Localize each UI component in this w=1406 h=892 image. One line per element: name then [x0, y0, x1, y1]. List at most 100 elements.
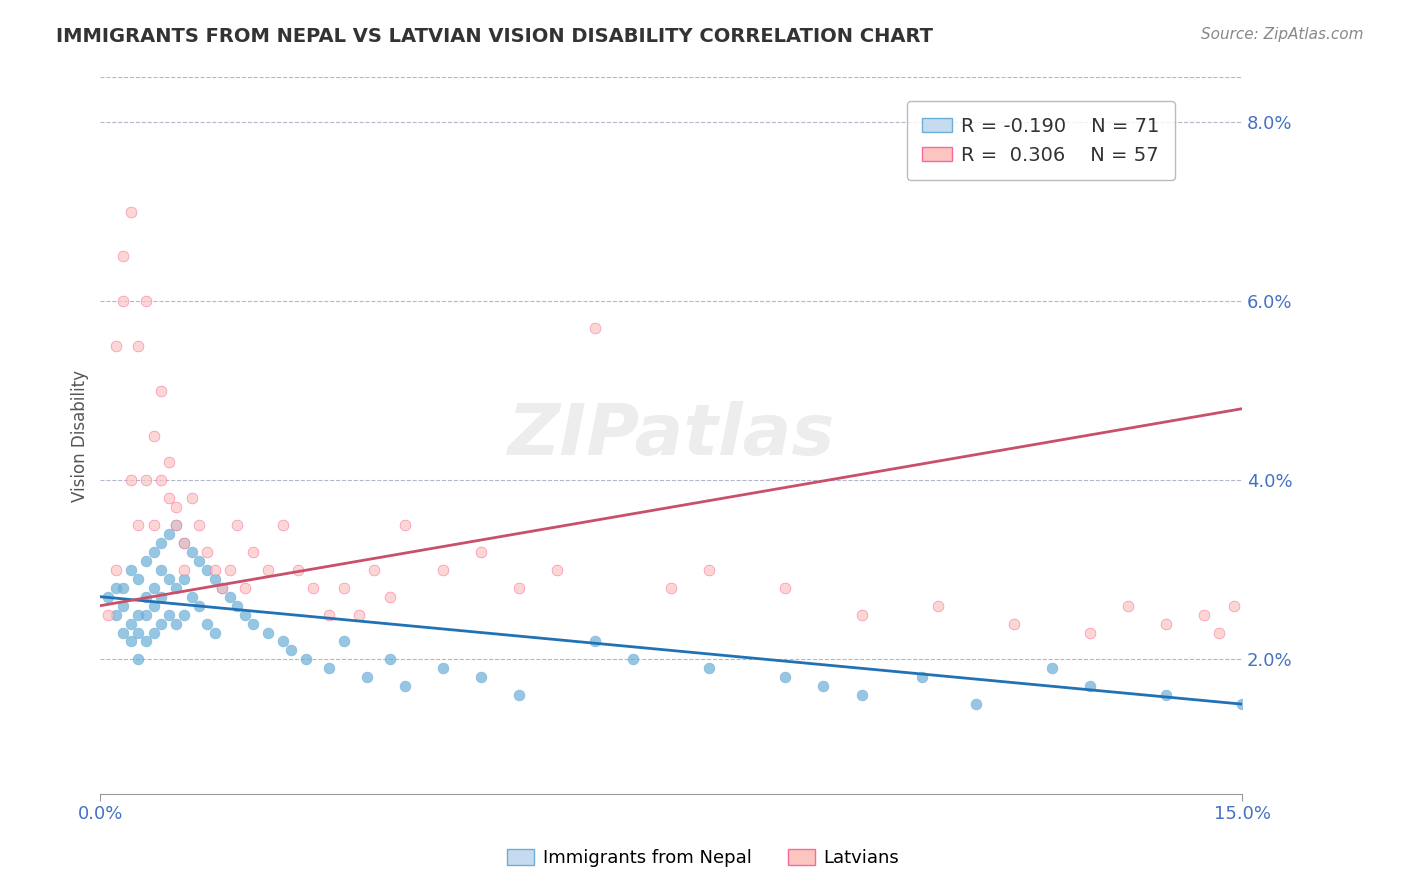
Point: [1192, 607, 1215, 622]
Point: [120, 616, 142, 631]
Point: [173, 607, 195, 622]
Point: [142, 599, 165, 613]
Point: [120, 563, 142, 577]
Legend: R = -0.190    N = 71, R =  0.306    N = 57: R = -0.190 N = 71, R = 0.306 N = 57: [907, 102, 1175, 180]
Point: [1223, 599, 1246, 613]
Point: [173, 572, 195, 586]
Point: [256, 563, 278, 577]
Point: [1078, 625, 1101, 640]
Point: [851, 607, 873, 622]
Point: [218, 563, 240, 577]
Point: [432, 661, 454, 675]
Point: [378, 652, 401, 666]
Point: [470, 670, 492, 684]
Point: [965, 697, 987, 711]
Point: [166, 500, 188, 515]
Point: [112, 250, 135, 264]
Point: [621, 652, 644, 666]
Text: Source: ZipAtlas.com: Source: ZipAtlas.com: [1201, 27, 1364, 42]
Point: [97, 590, 120, 604]
Point: [150, 384, 173, 398]
Point: [1230, 697, 1253, 711]
Point: [127, 518, 149, 533]
Point: [347, 607, 370, 622]
Point: [1154, 616, 1177, 631]
Point: [142, 518, 165, 533]
Point: [166, 581, 188, 595]
Point: [432, 563, 454, 577]
Point: [188, 518, 211, 533]
Point: [166, 518, 188, 533]
Point: [195, 563, 218, 577]
Point: [546, 563, 568, 577]
Point: [142, 545, 165, 559]
Point: [135, 554, 157, 568]
Point: [233, 581, 256, 595]
Point: [157, 527, 180, 541]
Point: [204, 572, 226, 586]
Point: [927, 599, 949, 613]
Point: [333, 581, 356, 595]
Point: [333, 634, 356, 648]
Point: [150, 590, 173, 604]
Point: [150, 616, 173, 631]
Point: [302, 581, 325, 595]
Point: [150, 536, 173, 550]
Point: [127, 607, 149, 622]
Point: [112, 599, 135, 613]
Point: [120, 634, 142, 648]
Point: [1002, 616, 1025, 631]
Point: [775, 670, 797, 684]
Point: [135, 590, 157, 604]
Point: [157, 572, 180, 586]
Point: [1116, 599, 1139, 613]
Point: [142, 428, 165, 442]
Point: [157, 455, 180, 469]
Point: [218, 590, 240, 604]
Point: [195, 616, 218, 631]
Point: [127, 572, 149, 586]
Point: [256, 625, 278, 640]
Point: [1154, 688, 1177, 702]
Point: [188, 599, 211, 613]
Point: [97, 607, 120, 622]
Point: [180, 491, 202, 506]
Point: [120, 204, 142, 219]
Point: [295, 652, 318, 666]
Point: [287, 563, 309, 577]
Point: [157, 491, 180, 506]
Point: [697, 661, 720, 675]
Point: [188, 554, 211, 568]
Point: [104, 339, 127, 353]
Point: [226, 518, 249, 533]
Point: [112, 625, 135, 640]
Text: ZIPatlas: ZIPatlas: [508, 401, 835, 470]
Point: [204, 625, 226, 640]
Point: [112, 294, 135, 309]
Point: [157, 607, 180, 622]
Point: [166, 616, 188, 631]
Point: [104, 563, 127, 577]
Point: [211, 581, 233, 595]
Point: [173, 536, 195, 550]
Point: [166, 518, 188, 533]
Point: [659, 581, 682, 595]
Point: [180, 545, 202, 559]
Point: [142, 625, 165, 640]
Point: [120, 473, 142, 487]
Point: [127, 625, 149, 640]
Point: [112, 581, 135, 595]
Point: [851, 688, 873, 702]
Point: [394, 518, 416, 533]
Point: [813, 679, 835, 693]
Point: [394, 679, 416, 693]
Point: [180, 590, 202, 604]
Point: [697, 563, 720, 577]
Point: [135, 473, 157, 487]
Point: [583, 634, 606, 648]
Point: [135, 294, 157, 309]
Point: [356, 670, 378, 684]
Point: [211, 581, 233, 595]
Point: [318, 607, 340, 622]
Point: [242, 545, 264, 559]
